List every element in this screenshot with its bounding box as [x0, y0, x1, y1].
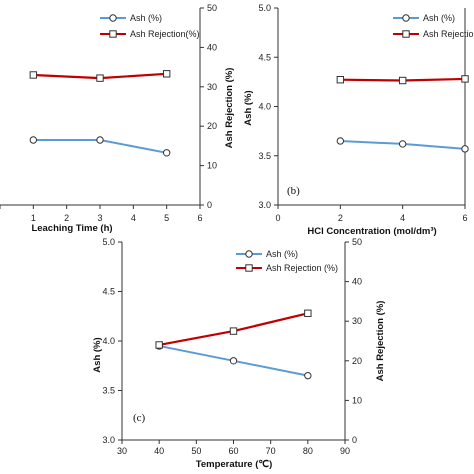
panel-a-x-tick-label: 5 — [164, 213, 169, 223]
panel-c-legend-label: Ash Rejection (%) — [266, 263, 338, 273]
panel-b-y-left-tick-label: 5.0 — [258, 3, 271, 13]
panel-c-x-tick-label: 40 — [154, 446, 164, 456]
panel-a-ash-rejection-point — [29, 71, 38, 79]
panel-a-y-right-tick-label: 30 — [207, 82, 217, 92]
panel-b-x-tick-label: 0 — [275, 213, 280, 223]
panel-b-x-tick-label: 6 — [462, 213, 467, 223]
panel-c-y-left-tick-label: 4.0 — [102, 336, 115, 346]
panel-a-x-axis-label: Leaching Time (h) — [31, 223, 112, 234]
panel-b-legend-label: Ash Rejection(%) — [423, 29, 474, 39]
panel-b-ash-point — [461, 145, 469, 153]
panel-b-x-tick-label: 2 — [338, 213, 343, 223]
panel-b-ash-point — [398, 140, 407, 148]
panel-c-y-right-tick-label: 50 — [352, 237, 362, 247]
panel-c-x-tick-label: 90 — [340, 446, 350, 456]
panel-a-ash-point — [162, 149, 171, 157]
panel-a-x-tick-label: 6 — [197, 213, 202, 223]
panel-b-y-left-tick-label: 4.0 — [258, 102, 271, 112]
panel-c-y-right-tick-label: 40 — [352, 277, 362, 287]
panel-c-y-right-tick-label: 30 — [352, 316, 362, 326]
panel-c-ash-point — [229, 357, 238, 365]
panel-c-x-tick-label: 30 — [117, 446, 127, 456]
panel-b-x-axis-label: HCl Concentration (mol/dm³) — [307, 226, 436, 237]
panel-a-ash-point — [96, 136, 104, 144]
panel-b-x-tick-label: 4 — [400, 213, 405, 223]
panel-a-y-right-tick-label: 0 — [207, 200, 212, 210]
panel-c-x-tick-label: 80 — [303, 446, 313, 456]
panel-a-y-right-axis-label: Ash Rejection (%) — [224, 68, 235, 149]
panel-c-ash-rejection-point — [155, 341, 163, 349]
panel-a-ash-point — [29, 136, 38, 144]
panel-a-x-tick-label: 1 — [31, 213, 36, 223]
panel-b-y-left-tick-label: 4.5 — [258, 52, 271, 62]
panel-b-ash-rejection-point — [461, 75, 469, 83]
panel-b-ash-point — [336, 137, 345, 145]
panel-c-y-left-tick-label: 4.5 — [102, 287, 115, 297]
panel-a-y-right-tick-label: 20 — [207, 121, 217, 131]
panel-c-y-left-tick-label: 5.0 — [102, 237, 115, 247]
panel-c-y-right-tick-label: 10 — [352, 395, 362, 405]
panel-c-ash-rejection-point — [229, 327, 238, 335]
panel-c-y-left-tick-label: 3.5 — [102, 386, 115, 396]
panel-c-y-right-tick-label: 20 — [352, 356, 362, 366]
panel-c-ash-point — [304, 371, 312, 380]
panel-a-ash-rejection-point — [96, 74, 104, 82]
panel-c-x-axis-label: Temperature (℃) — [196, 459, 272, 470]
panel-a-legend-marker — [109, 30, 117, 38]
panel-a-x-tick-label: 3 — [97, 213, 102, 223]
panel-a-legend-label: Ash Rejection(%) — [130, 29, 200, 39]
panel-b-y-left-tick-label: 3.5 — [258, 151, 271, 161]
panel-c-legend-marker — [245, 250, 253, 258]
panel-b-legend-marker — [402, 14, 410, 22]
panel-c-x-tick-label: 70 — [266, 446, 276, 456]
panel-a-y-right-tick-label: 50 — [207, 3, 217, 13]
panel-c-legend-marker — [245, 264, 253, 272]
panel-c-panel-label: (c) — [133, 412, 146, 424]
panel-c-ash-rejection-point — [304, 309, 312, 317]
panel-a-y-right-tick-label: 10 — [207, 161, 217, 171]
panel-a-x-tick-label: 4 — [131, 213, 136, 223]
panel-b-y-left-tick-label: 3.0 — [258, 200, 271, 210]
panel-a-legend-marker — [109, 14, 117, 22]
panel-c-y-right-axis-label: Ash Rejection (%) — [375, 301, 386, 382]
panel-c-x-tick-label: 50 — [191, 446, 201, 456]
panel-b-ash-rejection-point — [336, 76, 345, 84]
panel-c-x-tick-label: 60 — [228, 446, 238, 456]
panel-c-y-left-tick-label: 3.0 — [102, 435, 115, 445]
panel-b-panel-label: (b) — [287, 185, 300, 197]
panel-a-y-right-tick-label: 40 — [207, 42, 217, 52]
panel-c-y-right-tick-label: 0 — [352, 435, 357, 445]
panel-a-ash-rejection-point — [162, 70, 171, 78]
panel-c-y-left-axis-label: Ash (%) — [92, 337, 103, 372]
panel-b-legend-marker — [402, 30, 410, 38]
panel-b-y-left-axis-label: Ash (%) — [243, 90, 254, 125]
panel-c-legend-label: Ash (%) — [266, 249, 298, 259]
panel-b-legend-label: Ash (%) — [423, 13, 455, 23]
panel-a-x-tick-label: 2 — [64, 213, 69, 223]
panel-a-legend-label: Ash (%) — [130, 13, 162, 23]
panel-b-ash-rejection-point — [398, 76, 407, 85]
